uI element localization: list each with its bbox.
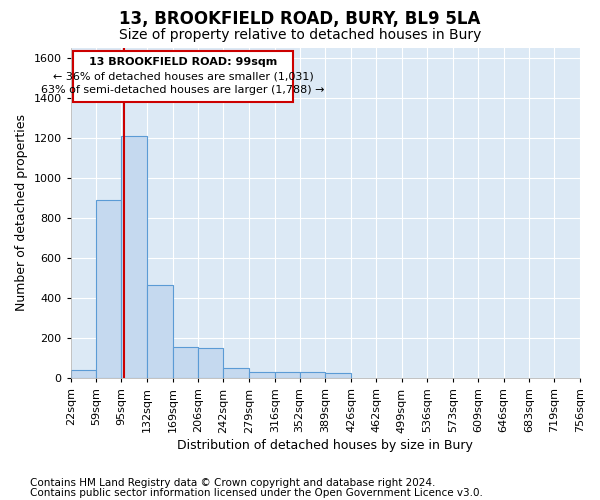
Bar [275,372,299,378]
Bar [299,372,325,378]
Text: Size of property relative to detached houses in Bury: Size of property relative to detached ho… [119,28,481,42]
Bar [147,285,173,378]
Bar [223,368,249,378]
Bar [121,136,147,378]
Text: 13, BROOKFIELD ROAD, BURY, BL9 5LA: 13, BROOKFIELD ROAD, BURY, BL9 5LA [119,10,481,28]
Text: Contains public sector information licensed under the Open Government Licence v3: Contains public sector information licen… [30,488,483,498]
Text: 63% of semi-detached houses are larger (1,788) →: 63% of semi-detached houses are larger (… [41,86,325,96]
Bar [97,200,121,378]
Text: Contains HM Land Registry data © Crown copyright and database right 2024.: Contains HM Land Registry data © Crown c… [30,478,436,488]
Y-axis label: Number of detached properties: Number of detached properties [15,114,28,312]
Bar [249,372,275,378]
FancyBboxPatch shape [73,50,293,102]
Bar [71,370,97,378]
Bar [173,348,199,378]
Bar [199,348,223,378]
X-axis label: Distribution of detached houses by size in Bury: Distribution of detached houses by size … [178,440,473,452]
Text: ← 36% of detached houses are smaller (1,031): ← 36% of detached houses are smaller (1,… [53,71,313,81]
Bar [325,374,351,378]
Text: 13 BROOKFIELD ROAD: 99sqm: 13 BROOKFIELD ROAD: 99sqm [89,57,277,67]
